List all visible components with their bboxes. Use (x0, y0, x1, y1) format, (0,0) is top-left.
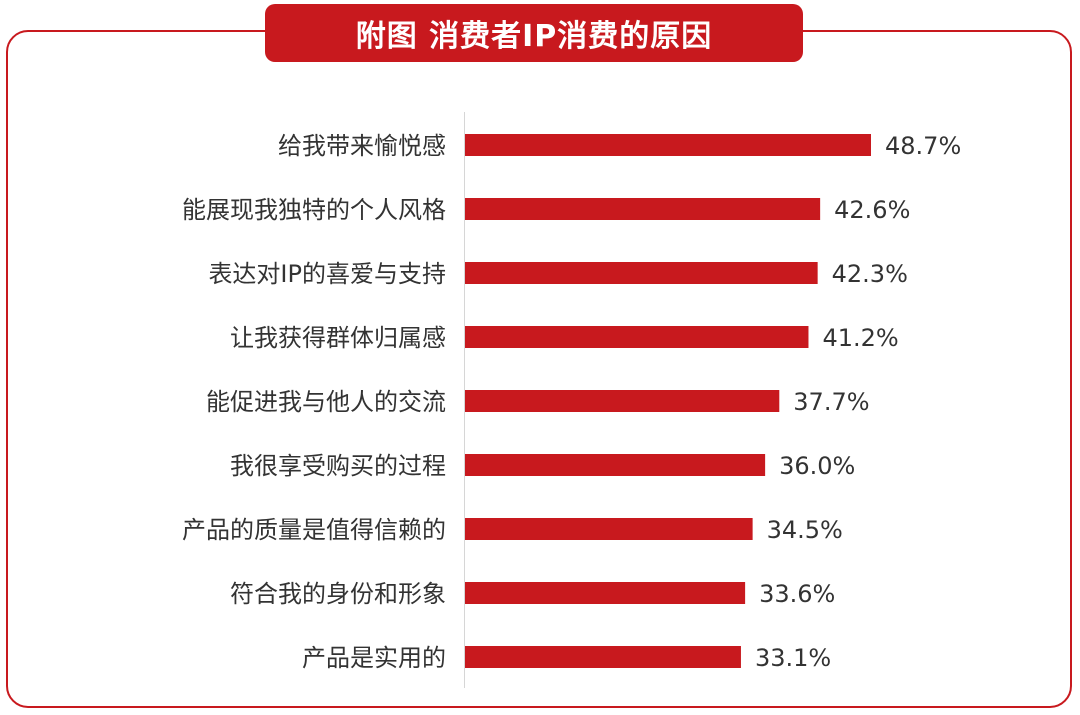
bar (465, 262, 818, 284)
value-label: 34.5% (767, 516, 843, 544)
category-label: 能展现我独特的个人风格 (182, 196, 446, 224)
category-label: 产品的质量是值得信赖的 (182, 516, 446, 544)
category-label: 符合我的身份和形象 (230, 580, 446, 608)
category-label: 产品是实用的 (302, 644, 446, 672)
bar (465, 582, 746, 604)
category-label: 表达对IP的喜爱与支持 (208, 260, 446, 288)
bar (465, 326, 809, 348)
value-label: 36.0% (779, 452, 855, 480)
category-label: 我很享受购买的过程 (230, 452, 446, 480)
bar (465, 454, 766, 476)
bar (465, 390, 780, 412)
bar (465, 646, 741, 668)
bar (465, 198, 821, 220)
bar (465, 518, 753, 540)
chart-title: 附图 消费者IP消费的原因 (355, 19, 713, 54)
value-label: 37.7% (793, 388, 869, 416)
value-label: 42.6% (834, 196, 910, 224)
value-label: 33.1% (755, 644, 831, 672)
category-label: 让我获得群体归属感 (230, 324, 446, 352)
title-banner: 附图 消费者IP消费的原因 (265, 4, 803, 62)
value-label: 41.2% (822, 324, 898, 352)
value-label: 48.7% (885, 132, 961, 160)
category-label: 给我带来愉悦感 (278, 132, 446, 160)
value-label: 42.3% (832, 260, 908, 288)
bar (465, 134, 871, 156)
value-label: 33.6% (759, 580, 835, 608)
category-label: 能促进我与他人的交流 (206, 388, 446, 416)
y-axis-line (464, 112, 465, 688)
